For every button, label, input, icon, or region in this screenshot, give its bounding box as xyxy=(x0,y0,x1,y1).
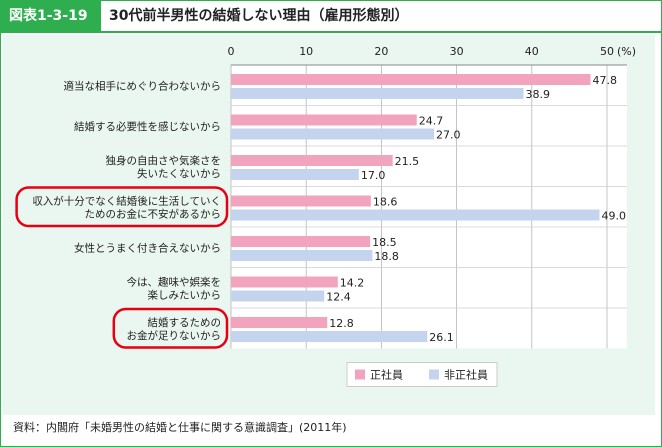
figure-header: 図表1-3-19 30代前半男性の結婚しない理由（雇用形態別） xyxy=(1,1,661,33)
bar-chart: 0 10 20 30 40 50 (%) 47.8 38.9 適当な相手にめぐり合わないから 24.… xyxy=(15,45,636,387)
bar-nonregular xyxy=(231,128,435,140)
bar-regular xyxy=(231,195,371,207)
category-label: 独身の自由さや気楽さを xyxy=(106,154,222,167)
category-label: お金が足りないから xyxy=(127,329,222,342)
bar-nonregular xyxy=(231,209,600,221)
highlight-outline xyxy=(15,186,229,228)
bar-regular xyxy=(231,155,393,166)
data-label: 26.1 xyxy=(429,331,454,344)
bar-nonregular xyxy=(231,88,524,99)
data-label: 18.5 xyxy=(372,236,397,249)
source-note: 資料：内閣府「未婚男性の結婚と仕事に関する意識調査」(2011年) xyxy=(13,421,347,434)
x-tick-label: 0 xyxy=(228,45,235,58)
category-label: 収入が十分でなく結婚後に生活していく xyxy=(32,194,221,207)
x-tick-label: 40 xyxy=(525,45,539,58)
bar-nonregular xyxy=(231,250,373,261)
chart-area: 0 10 20 30 40 50 (%) 47.8 38.9 適当な相手にめぐり合わないから 24.… xyxy=(3,35,655,415)
legend-swatch-nonregular xyxy=(429,369,439,380)
category-label: 失いたくないから xyxy=(137,167,221,180)
category-label: ためのお金に不安があるから xyxy=(85,207,222,220)
data-label: 27.0 xyxy=(436,129,461,142)
bar-nonregular xyxy=(231,331,428,342)
bar-regular xyxy=(231,276,338,288)
x-tick-label: 10 xyxy=(299,45,313,58)
bar-nonregular xyxy=(231,169,359,180)
data-label: 12.4 xyxy=(326,291,351,304)
legend-label: 非正社員 xyxy=(444,368,488,382)
plot-background xyxy=(231,65,627,349)
bar-nonregular xyxy=(231,290,325,302)
legend-swatch-regular xyxy=(355,369,365,380)
data-label: 47.8 xyxy=(592,74,617,87)
x-tick-label: 30 xyxy=(450,45,464,58)
legend-label: 正社員 xyxy=(370,368,403,382)
category-label: 今は、趣味や娯楽を xyxy=(127,275,222,288)
bar-regular xyxy=(231,317,328,328)
category-label: 適当な相手にめぐり合わないから xyxy=(64,79,222,92)
data-label: 17.0 xyxy=(361,169,386,182)
bar-regular xyxy=(231,236,371,247)
data-label: 21.5 xyxy=(395,155,420,168)
highlight-outline xyxy=(112,307,229,349)
data-label: 18.8 xyxy=(374,250,399,263)
category-label: 女性とうまく付き合えないから xyxy=(74,241,221,254)
data-label: 14.2 xyxy=(340,277,365,290)
figure-title: 30代前半男性の結婚しない理由（雇用形態別） xyxy=(109,8,409,24)
data-label: 18.6 xyxy=(373,196,398,209)
category-label: 結婚する必要性を感じないから xyxy=(74,120,221,133)
bar-regular xyxy=(231,74,591,85)
data-label: 38.9 xyxy=(526,88,551,101)
x-tick-label: 20 xyxy=(374,45,388,58)
legend-box xyxy=(346,362,498,387)
data-label: 12.8 xyxy=(329,317,354,330)
data-label: 24.7 xyxy=(419,115,444,128)
category-label: 結婚するための xyxy=(148,316,222,329)
x-tick-label: 50 xyxy=(600,45,614,58)
category-label: 楽しみたいから xyxy=(148,288,222,301)
x-unit-label: (%) xyxy=(617,45,636,58)
figure-label: 図表1-3-19 xyxy=(1,1,101,31)
bar-regular xyxy=(231,114,417,126)
data-label: 49.0 xyxy=(601,210,626,223)
